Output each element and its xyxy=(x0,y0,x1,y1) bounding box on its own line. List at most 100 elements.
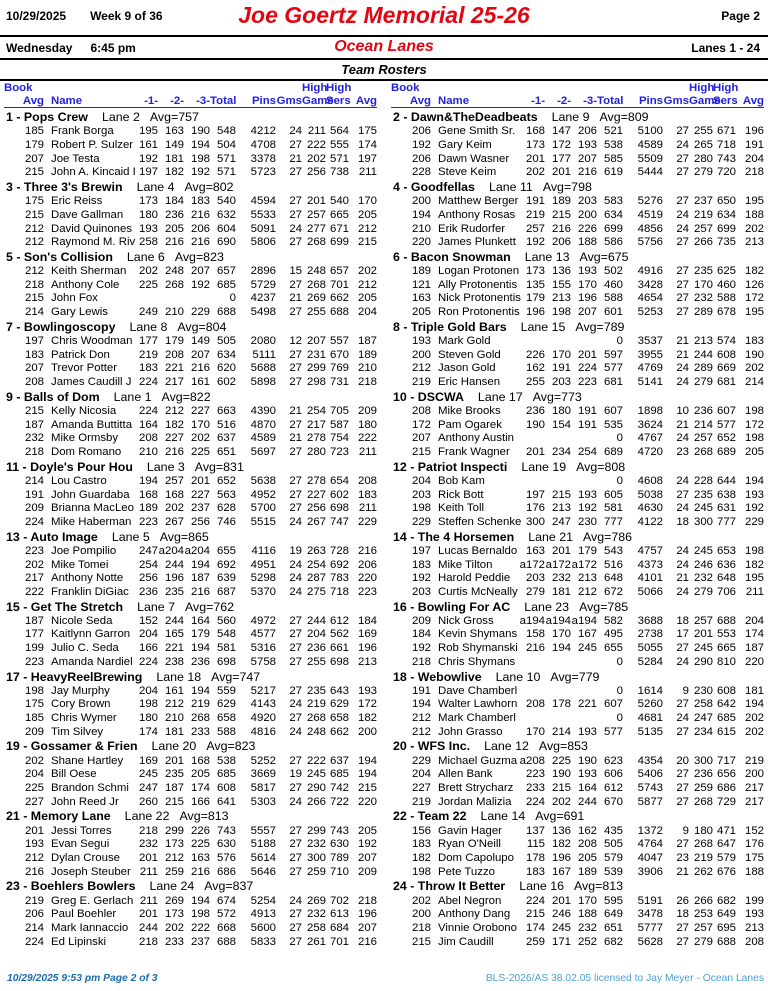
player-name: Raymond M. Riv xyxy=(51,236,136,249)
total-pins: 5284 xyxy=(637,655,663,668)
game-2: 299 xyxy=(164,824,184,837)
high-game: 289 xyxy=(693,306,713,319)
team-name: 22 - Team 22 xyxy=(393,809,467,824)
game-1: 257 xyxy=(525,222,545,235)
game-2: 212 xyxy=(164,404,184,417)
high-game: 268 xyxy=(306,712,326,725)
spacer xyxy=(210,82,236,95)
high-game: 257 xyxy=(693,614,713,627)
team-name: 1 - Pops Crew xyxy=(6,110,88,124)
player-name: Logan Protonen xyxy=(438,265,520,278)
game-2: 191 xyxy=(551,362,571,375)
game-1: 224 xyxy=(525,795,545,808)
series-total: 581 xyxy=(603,502,623,515)
game-1: 224 xyxy=(138,404,158,417)
series-total: 583 xyxy=(603,195,623,208)
high-series: 637 xyxy=(329,754,349,767)
spacer xyxy=(736,82,764,95)
high-game: 287 xyxy=(306,572,326,585)
current-avg: 205 xyxy=(744,446,764,458)
games-played: 24 xyxy=(676,362,689,375)
team-header: 13 - Auto Image Lane 5 Avg=865 xyxy=(4,530,377,545)
total-pins: 5141 xyxy=(637,376,663,389)
high-game: 204 xyxy=(306,628,326,641)
game-1 xyxy=(519,432,545,446)
player-row: 202 Shane Hartley 169 201 168 538 5252 27 222 637… xyxy=(4,755,377,769)
team-average: Avg=786 xyxy=(583,529,633,544)
current-avg: 204 xyxy=(357,306,377,319)
series-total: 538 xyxy=(216,754,236,767)
game-1: 224 xyxy=(525,894,545,907)
player-book-avg: 218 xyxy=(24,278,44,291)
game-3 xyxy=(184,292,210,306)
team-average: Avg=691 xyxy=(535,809,585,824)
player-row: 156 Gavin Hager 137 136 162 435 1372 9 180 471 152 xyxy=(391,825,764,839)
current-avg: 194 xyxy=(744,698,764,711)
player-name: Kelly Nicosia xyxy=(51,404,117,417)
total-pins: 4373 xyxy=(637,558,663,571)
high-game: 290 xyxy=(306,782,326,794)
player-book-avg: 217 xyxy=(24,572,44,585)
player-row: 208 Mike Brooks 236 180 191 607 1898 10 236 607 19… xyxy=(391,405,764,419)
report-header-row2: Wednesday 6:45 pm Ocean Lanes Lanes 1 - … xyxy=(0,37,768,58)
series-total: 563 xyxy=(216,488,236,501)
player-row: 229 Steffen Schenke 300 247 230 777 4122 18 300 7… xyxy=(391,516,764,530)
player-name: Rick Bott xyxy=(438,488,484,501)
col-avg-label: Avg xyxy=(391,95,431,108)
series-total: 460 xyxy=(603,278,623,291)
games-played: 27 xyxy=(289,208,302,221)
team-average: Avg=762 xyxy=(184,599,235,614)
game-2: 201 xyxy=(551,894,571,907)
games-played: 27 xyxy=(289,418,302,431)
game-3: 205 xyxy=(190,768,210,781)
player-row: 215 Jim Caudill 259 171 252 682 5628 27 279 688 20… xyxy=(391,936,764,950)
current-avg: 195 xyxy=(744,572,764,585)
team-header: 18 - Webowlive Lane 10 Avg=779 xyxy=(391,670,764,685)
high-series: 685 xyxy=(716,712,736,725)
game-3: 194 xyxy=(190,894,210,907)
game-1: 192 xyxy=(525,236,545,249)
game-3: 254 xyxy=(577,446,597,458)
player-row: 212 Keith Sherman 202 248 207 657 2896 15 248 657… xyxy=(4,265,377,279)
section-title: Team Rosters xyxy=(341,62,427,77)
series-total: 699 xyxy=(603,222,623,235)
current-avg: 207 xyxy=(357,851,377,864)
team-name: 9 - Balls of Dom xyxy=(6,389,100,404)
game-2: 194 xyxy=(551,642,571,655)
game-3: 170 xyxy=(577,894,597,907)
game-3: 225 xyxy=(190,838,210,851)
player-row: 192 Gary Keim 173 172 193 538 4589 24 265 718 191 xyxy=(391,139,764,153)
game-1: 162 xyxy=(525,362,545,375)
game-2: 235 xyxy=(164,585,184,598)
game-2: 203 xyxy=(551,376,571,389)
series-total: 548 xyxy=(216,125,236,138)
series-total: 619 xyxy=(603,166,623,179)
total-pins: 5188 xyxy=(250,838,276,851)
games-played: 27 xyxy=(289,935,302,948)
player-name: Keith Sherman xyxy=(51,265,127,278)
high-game: 180 xyxy=(693,824,713,837)
games-played: 27 xyxy=(289,376,302,389)
high-series: 678 xyxy=(716,306,736,319)
team-lane: Lane 15 xyxy=(520,319,566,334)
games-played: 24 xyxy=(676,585,689,598)
team-header: 1 - Pops Crew Lane 2 Avg=757 xyxy=(4,110,377,125)
league-title: Joe Goertz Memorial 25-26 xyxy=(238,2,530,28)
team-name: 11 - Doyle's Pour Hou xyxy=(6,459,133,474)
team-name: 20 - WFS Inc. xyxy=(393,739,471,754)
game-1: 225 xyxy=(138,278,158,291)
game-1: 219 xyxy=(138,348,158,361)
player-name: Joe Testa xyxy=(51,152,100,165)
game-1: 247 xyxy=(138,544,158,557)
games-played: 24 xyxy=(289,515,302,528)
current-avg: 126 xyxy=(744,278,764,291)
game-3: 164 xyxy=(577,782,597,794)
high-game: 259 xyxy=(306,865,326,878)
player-book-avg: 218 xyxy=(411,921,431,934)
game-1: 258 xyxy=(138,236,158,249)
games-played: 27 xyxy=(289,865,302,878)
high-game: 232 xyxy=(306,908,326,921)
high-series: 555 xyxy=(329,138,349,151)
team-name: 10 - DSCWA xyxy=(393,389,464,404)
player-name: Dom Capolupo xyxy=(438,851,514,864)
